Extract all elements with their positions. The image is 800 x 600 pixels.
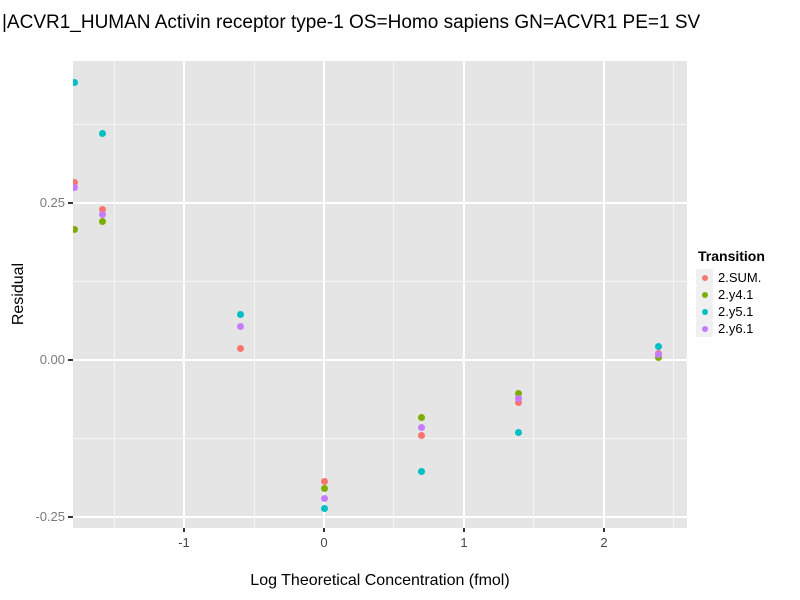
x-tick-label: -1 bbox=[178, 535, 190, 550]
y-tick-label: 0.25 bbox=[39, 194, 65, 210]
x-tick-label: 2 bbox=[600, 535, 608, 550]
y-axis-tick bbox=[68, 359, 73, 361]
x-axis-tick bbox=[323, 528, 325, 532]
gridline-vertical-major bbox=[323, 61, 325, 528]
data-point-2.y6.1 bbox=[654, 351, 662, 359]
data-point-2.y6.1 bbox=[418, 424, 426, 432]
data-point-2.y6.1 bbox=[73, 184, 78, 192]
legend-items: 2.SUM. 2.y4.1 2.y5.1 2.y6.1 bbox=[696, 269, 765, 337]
x-tick-label: 0 bbox=[320, 535, 328, 550]
legend-dot-icon bbox=[701, 308, 708, 315]
data-point-2.y6.1 bbox=[237, 323, 245, 331]
legend-label: 2.SUM. bbox=[718, 270, 762, 285]
legend-key bbox=[696, 320, 713, 337]
legend-item: 2.y5.1 bbox=[696, 303, 765, 320]
gridline-horizontal-minor bbox=[73, 280, 687, 282]
gridline-horizontal-minor bbox=[73, 437, 687, 439]
data-point-2.SUM. bbox=[99, 205, 107, 213]
data-point-2.y6.1 bbox=[320, 495, 328, 503]
data-point-2.SUM. bbox=[320, 477, 328, 485]
data-point-2.y5.1 bbox=[654, 343, 662, 351]
y-tick-label: -0.25 bbox=[35, 509, 65, 524]
y-tick-label: 0.00 bbox=[39, 351, 65, 367]
y-axis-title: Residual bbox=[10, 262, 27, 326]
legend-key bbox=[696, 303, 713, 320]
data-point-2.y4.1 bbox=[514, 390, 522, 398]
data-point-2.y4.1 bbox=[418, 414, 426, 422]
legend-key bbox=[696, 269, 713, 286]
data-point-2.y4.1 bbox=[73, 226, 78, 234]
data-point-2.y4.1 bbox=[320, 485, 328, 493]
legend-dot-icon bbox=[701, 274, 708, 281]
legend-title: Transition bbox=[698, 248, 765, 264]
x-axis-tick bbox=[183, 528, 185, 532]
gridline-horizontal-major bbox=[73, 358, 687, 361]
gridline-vertical-major bbox=[602, 61, 605, 528]
legend-label: 2.y5.1 bbox=[718, 304, 754, 319]
legend-label: 2.y6.1 bbox=[718, 321, 754, 336]
legend-dot-icon bbox=[701, 291, 708, 298]
legend: Transition 2.SUM. 2.y4.1 2.y5.1 2.y6.1 bbox=[696, 248, 765, 337]
data-point-2.y4.1 bbox=[99, 217, 107, 225]
gridline-horizontal-major bbox=[73, 516, 687, 518]
gridline-vertical-minor bbox=[253, 61, 255, 528]
data-point-2.y6.1 bbox=[514, 394, 522, 402]
legend-item: 2.y4.1 bbox=[696, 286, 765, 303]
gridline-horizontal-major bbox=[73, 201, 687, 204]
x-axis-tick bbox=[463, 528, 465, 532]
gridline-vertical-minor bbox=[533, 61, 535, 528]
gridline-vertical-major bbox=[462, 61, 465, 528]
x-axis-title: Log Theoretical Concentration (fmol) bbox=[250, 572, 510, 589]
plot-title: |ACVR1_HUMAN Activin receptor type-1 OS=… bbox=[2, 12, 701, 33]
legend-key bbox=[696, 286, 713, 303]
legend-dot-icon bbox=[701, 325, 708, 332]
data-point-2.y5.1 bbox=[320, 505, 328, 513]
y-axis-tick bbox=[68, 516, 73, 518]
plot-panel bbox=[73, 61, 687, 528]
data-point-2.y6.1 bbox=[99, 211, 107, 219]
data-point-2.SUM. bbox=[418, 432, 426, 440]
gridline-vertical-minor bbox=[673, 61, 675, 528]
x-tick-label: 1 bbox=[460, 535, 468, 550]
data-point-2.SUM. bbox=[237, 344, 245, 352]
x-axis-tick bbox=[603, 528, 605, 532]
data-point-2.y5.1 bbox=[418, 468, 426, 476]
data-point-2.y5.1 bbox=[514, 429, 522, 437]
gridline-vertical-minor bbox=[393, 61, 395, 528]
gridline-vertical-major bbox=[183, 61, 185, 528]
data-point-2.y5.1 bbox=[73, 79, 78, 87]
y-axis-tick bbox=[68, 202, 73, 204]
gridline-vertical-minor bbox=[113, 61, 115, 528]
legend-item: 2.SUM. bbox=[696, 269, 765, 286]
legend-item: 2.y6.1 bbox=[696, 320, 765, 337]
data-point-2.SUM. bbox=[73, 179, 78, 187]
data-point-2.SUM. bbox=[514, 399, 522, 407]
legend-label: 2.y4.1 bbox=[718, 287, 754, 302]
data-point-2.y5.1 bbox=[237, 310, 245, 318]
gridline-horizontal-minor bbox=[73, 123, 687, 125]
data-point-2.y5.1 bbox=[99, 129, 107, 137]
